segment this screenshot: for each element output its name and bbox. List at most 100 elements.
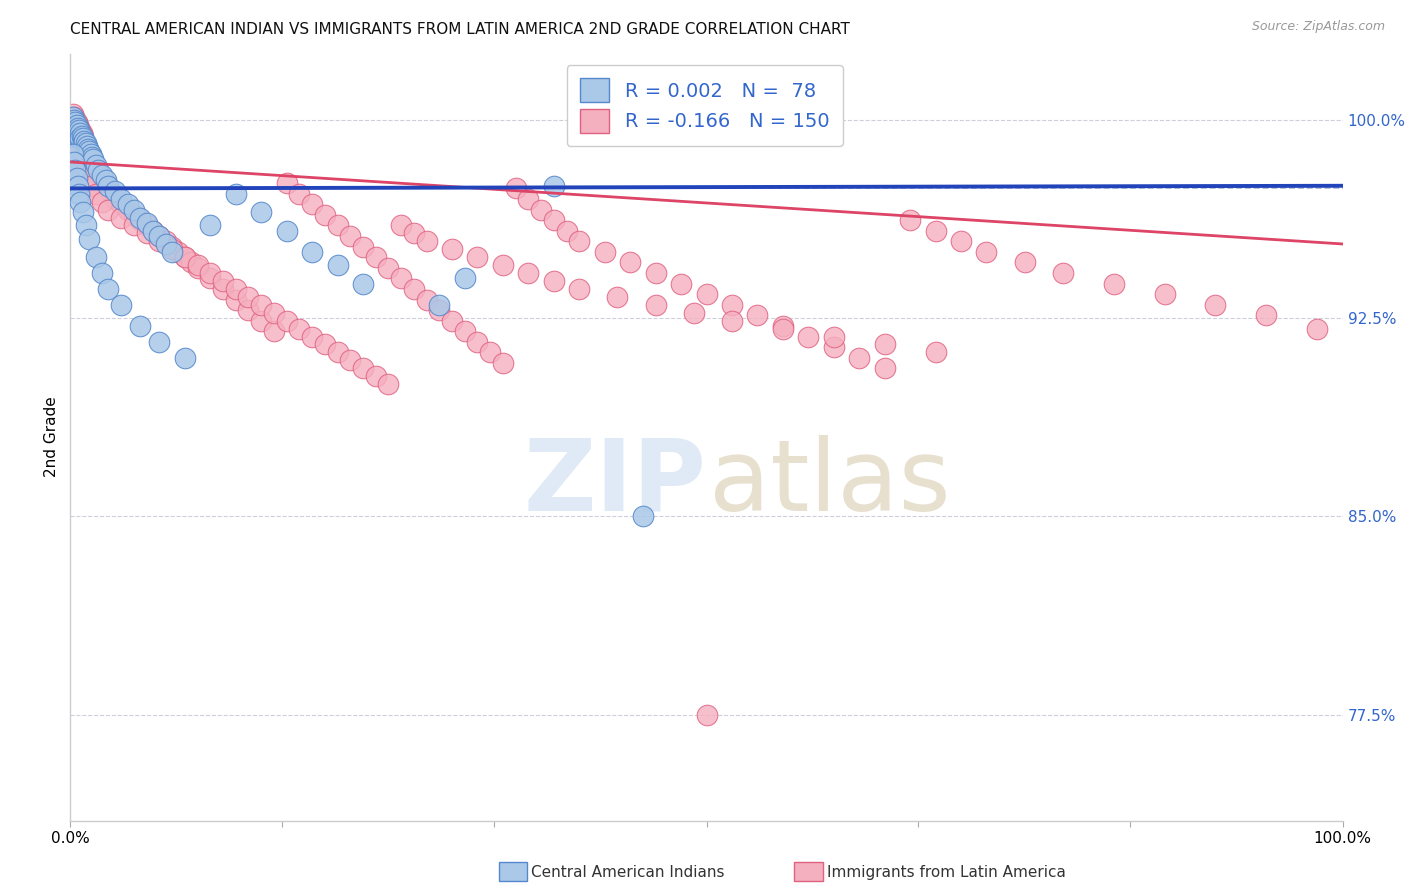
Point [66,126,89,140]
Point [67,128,90,143]
Point [110,298,132,312]
Point [301,329,323,343]
Point [62,112,84,127]
Point [62,120,84,135]
Point [823,340,845,354]
Point [75,139,97,153]
Point [91,170,114,185]
Point [87,165,110,179]
Point [67,126,90,140]
Point [60,112,83,127]
Point [389,271,412,285]
Point [543,274,565,288]
Y-axis label: 2nd Grade: 2nd Grade [44,397,59,477]
Point [72,136,94,151]
Point [91,194,114,209]
Point [60,123,83,137]
Text: Immigrants from Latin America: Immigrants from Latin America [827,865,1066,880]
Point [65,126,87,140]
Point [200,219,222,233]
Point [135,219,157,233]
Point [772,318,794,333]
Point [97,178,120,193]
Point [63,120,86,135]
Point [60,128,83,143]
Point [314,337,336,351]
Point [568,282,591,296]
Point [326,345,349,359]
Point [180,255,202,269]
Point [69,194,91,209]
Point [173,250,195,264]
Point [73,134,96,148]
Point [186,260,209,275]
Point [1014,255,1036,269]
Point [79,147,101,161]
Point [104,184,127,198]
Point [797,329,820,343]
Point [82,153,104,167]
Point [364,250,387,264]
Point [454,324,477,338]
Point [505,181,527,195]
Point [167,244,190,259]
Point [593,244,616,259]
Point [238,303,260,318]
Point [65,115,87,129]
Point [644,298,666,312]
Point [696,287,718,301]
Point [644,266,666,280]
Point [454,271,477,285]
Point [314,208,336,222]
Point [606,290,628,304]
Point [427,303,450,318]
Point [543,178,565,193]
Point [898,213,921,227]
Text: CENTRAL AMERICAN INDIAN VS IMMIGRANTS FROM LATIN AMERICA 2ND GRADE CORRELATION C: CENTRAL AMERICAN INDIAN VS IMMIGRANTS FR… [70,22,851,37]
Point [110,211,132,225]
Point [79,150,101,164]
Point [517,266,540,280]
Point [530,202,553,217]
Point [65,162,87,177]
Point [326,219,349,233]
Point [63,147,86,161]
Point [79,145,101,159]
Point [148,334,170,349]
Point [326,258,349,272]
Point [250,314,273,328]
Point [62,126,84,140]
Point [84,158,107,172]
Point [415,293,437,307]
Point [238,290,260,304]
Point [479,345,502,359]
Point [160,244,183,259]
Point [80,150,103,164]
Legend: R = 0.002   N =  78, R = -0.166   N = 150: R = 0.002 N = 78, R = -0.166 N = 150 [567,65,844,146]
Point [94,176,117,190]
Point [101,186,124,201]
Point [669,277,692,291]
Point [60,118,83,132]
Point [84,161,107,175]
Point [441,242,464,256]
Point [492,356,515,370]
Point [63,112,86,127]
Point [72,205,94,219]
Point [63,115,86,129]
Point [263,306,285,320]
Point [301,244,323,259]
Point [950,235,973,249]
Point [122,202,145,217]
Point [352,239,374,253]
Point [70,126,93,140]
Point [63,110,86,124]
Point [148,229,170,244]
Point [135,216,157,230]
Point [94,173,117,187]
Point [75,170,97,185]
Point [276,314,298,328]
Point [66,118,89,132]
Text: Central American Indians: Central American Indians [531,865,725,880]
Point [976,244,998,259]
